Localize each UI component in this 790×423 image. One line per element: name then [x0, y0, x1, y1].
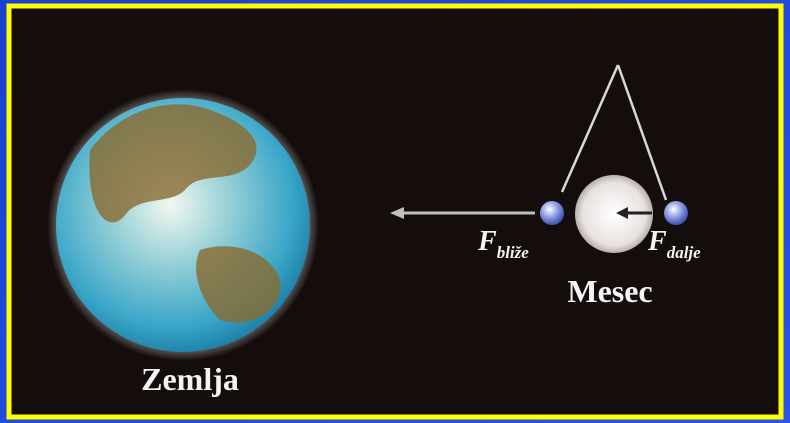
string	[560, 64, 620, 193]
continent	[89, 104, 257, 223]
moon	[575, 175, 653, 253]
force-symbol: F	[477, 226, 497, 257]
moon-label: Mesec	[567, 273, 652, 309]
arrow-head	[390, 207, 404, 219]
arrow-head	[616, 207, 628, 219]
ball	[540, 201, 564, 225]
force-subscript: dalje	[667, 243, 701, 262]
earth-label: Zemlja	[141, 361, 239, 397]
force-symbol: F	[647, 226, 667, 257]
continent	[196, 246, 281, 323]
force-subscript: bliže	[497, 243, 530, 262]
ball	[664, 201, 688, 225]
string	[616, 64, 668, 201]
force-label: Fbliže	[477, 226, 529, 262]
force-label: Fdalje	[647, 226, 701, 262]
